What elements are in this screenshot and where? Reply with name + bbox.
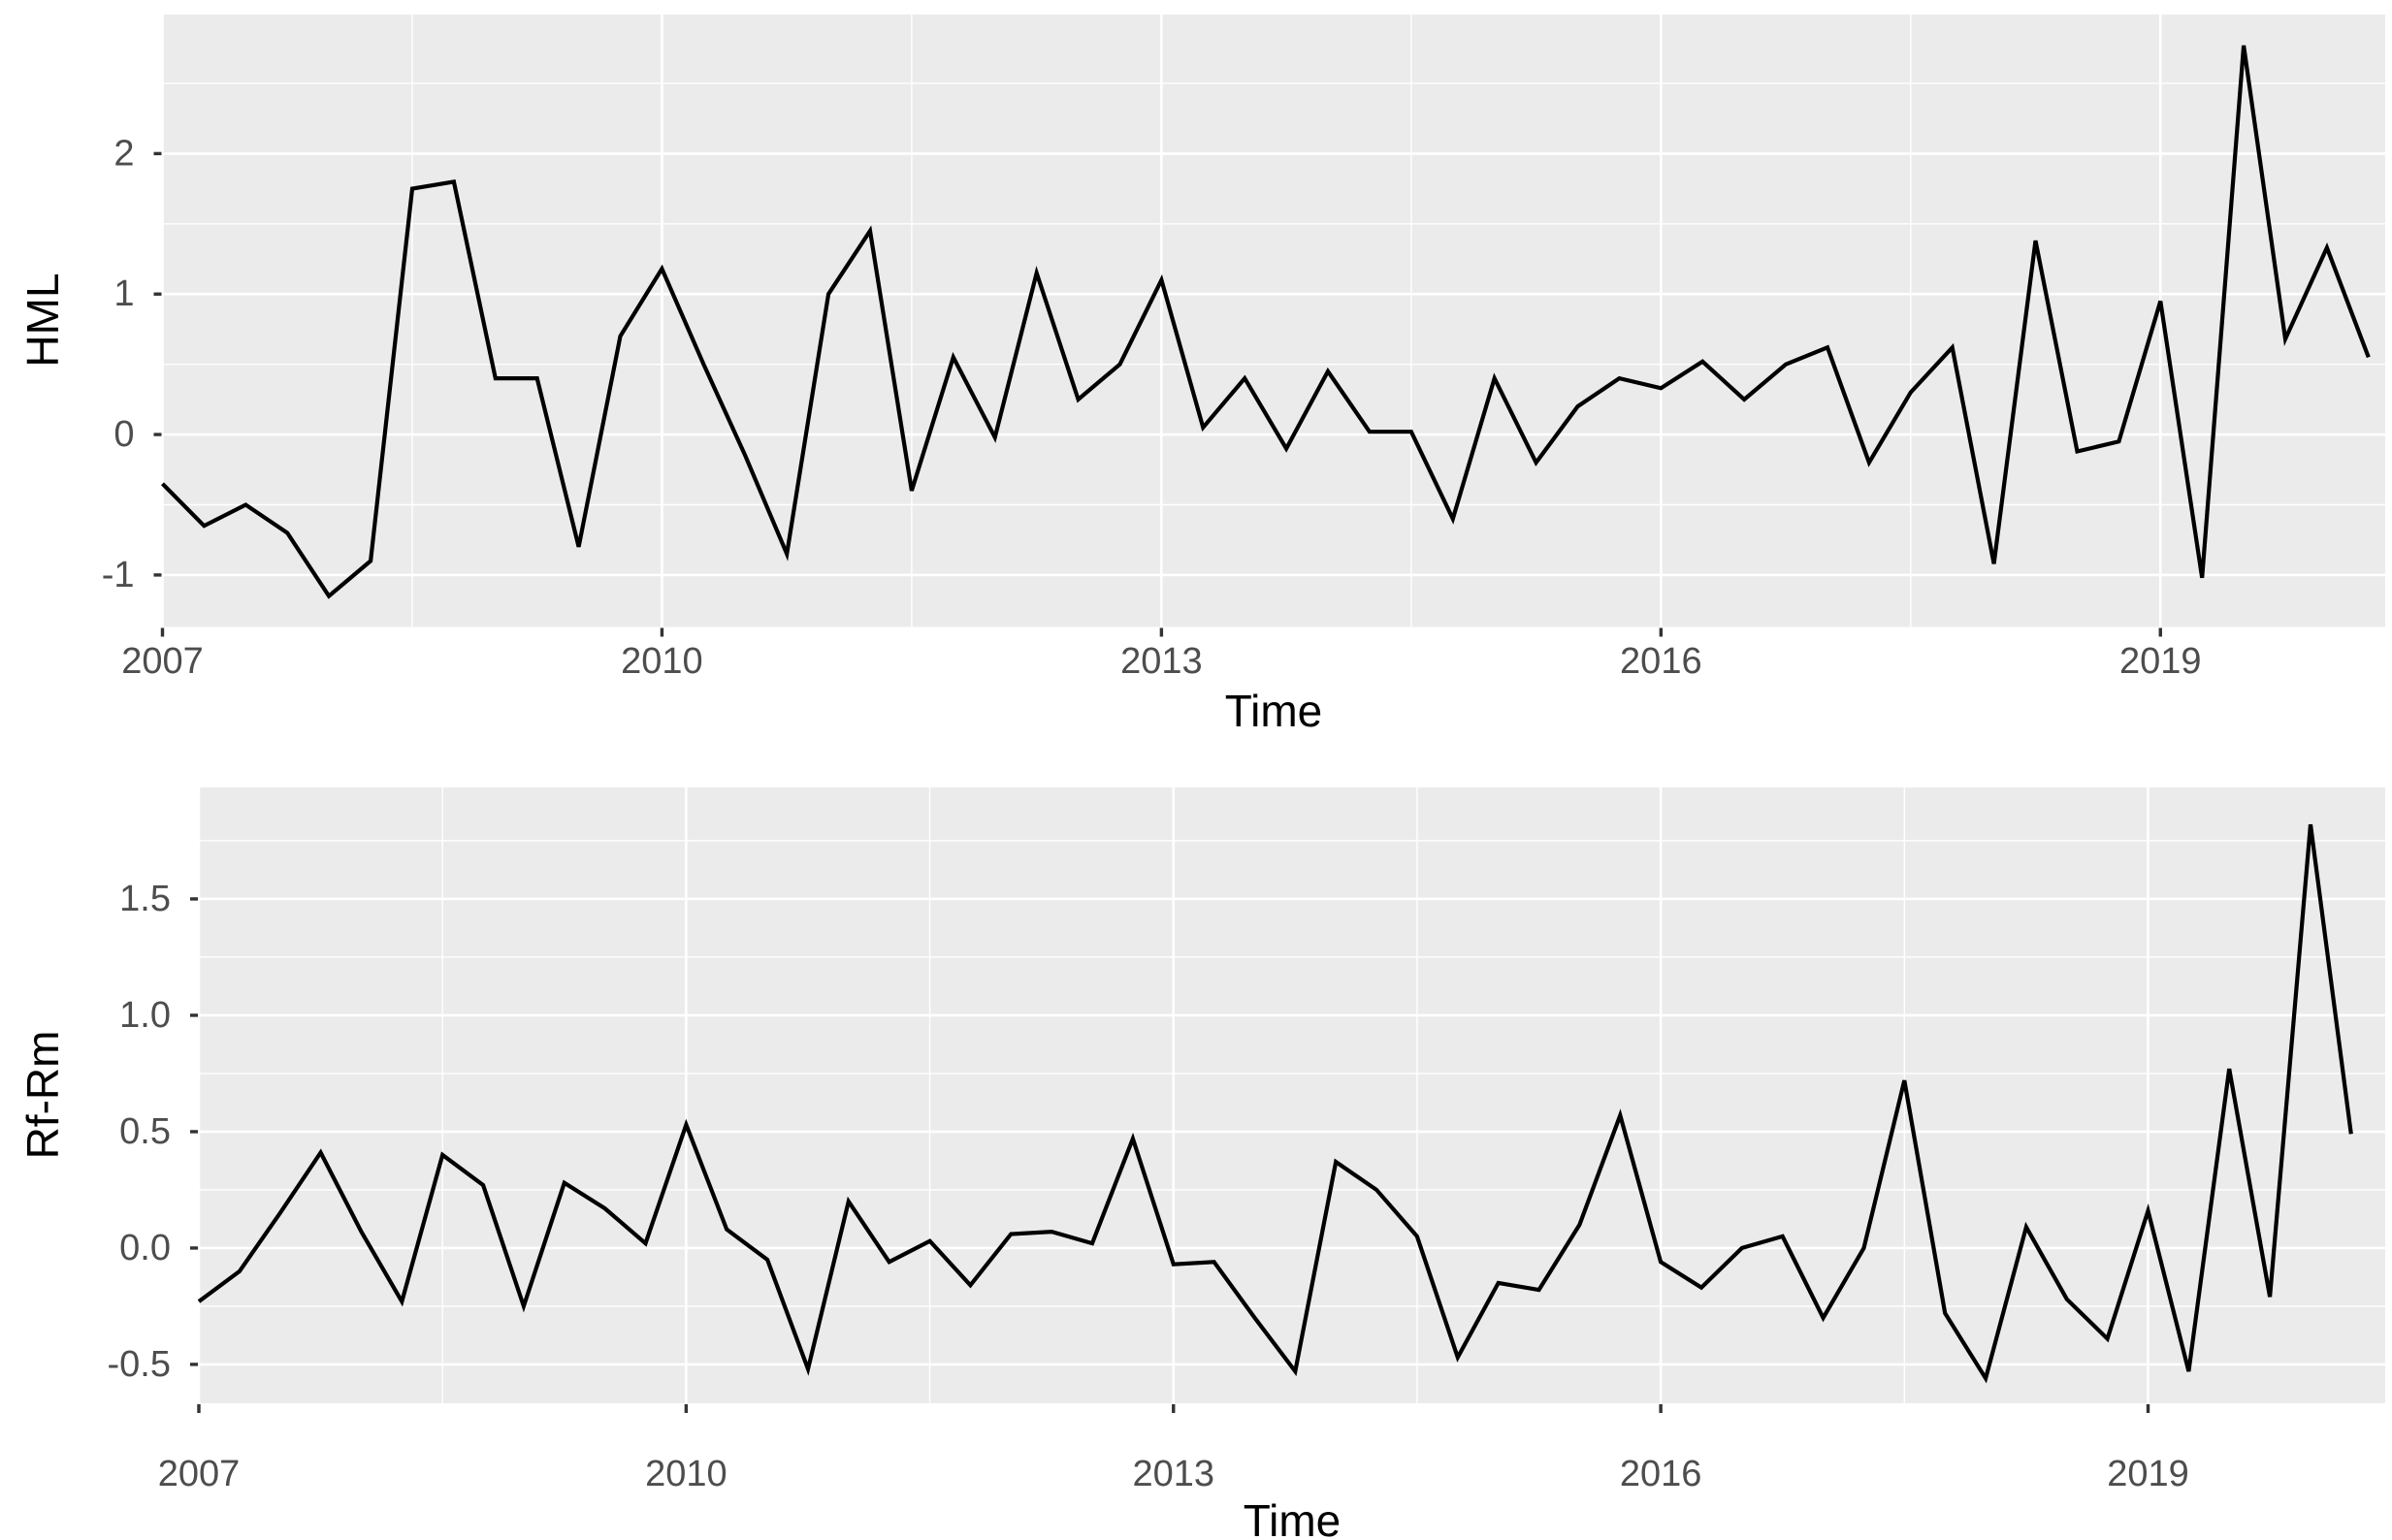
y-tick-label: -0.5 <box>108 1344 171 1385</box>
x-tick-label: 2013 <box>1132 1454 1214 1494</box>
y-tick-label: 1.5 <box>119 879 171 919</box>
y-tick-label: 0 <box>113 414 134 455</box>
x-tick-label: 2016 <box>1620 641 1702 682</box>
y-tick-label: -1 <box>102 555 135 595</box>
x-tick-label: 2016 <box>1620 1454 1702 1494</box>
panel-background <box>199 787 2385 1403</box>
x-tick-label: 2013 <box>1120 641 1203 682</box>
data-line-hml <box>161 45 2371 599</box>
x-tick-label: 2010 <box>621 641 703 682</box>
y-tick-label: 0.5 <box>119 1111 171 1152</box>
panel-background <box>162 15 2385 627</box>
y-tick-label: 0.0 <box>119 1228 171 1268</box>
y-axis-title-rfrm: Rf-Rm <box>17 1030 68 1160</box>
x-tick-label: 2007 <box>158 1454 241 1494</box>
y-axis-title-hml: HML <box>17 273 68 368</box>
x-axis-title-top: Time <box>1224 686 1323 736</box>
x-tick-label: 2007 <box>121 641 204 682</box>
x-tick-label: 2019 <box>2119 641 2202 682</box>
y-tick-label: 1 <box>113 273 134 314</box>
y-tick-label: 1.0 <box>119 995 171 1036</box>
x-tick-label: 2010 <box>645 1454 727 1494</box>
data-line-rf-rm <box>197 823 2353 1384</box>
x-tick-label: 2019 <box>2107 1454 2189 1494</box>
x-axis-title-bottom: Time <box>1243 1495 1341 1540</box>
y-tick-label: 2 <box>113 133 134 174</box>
